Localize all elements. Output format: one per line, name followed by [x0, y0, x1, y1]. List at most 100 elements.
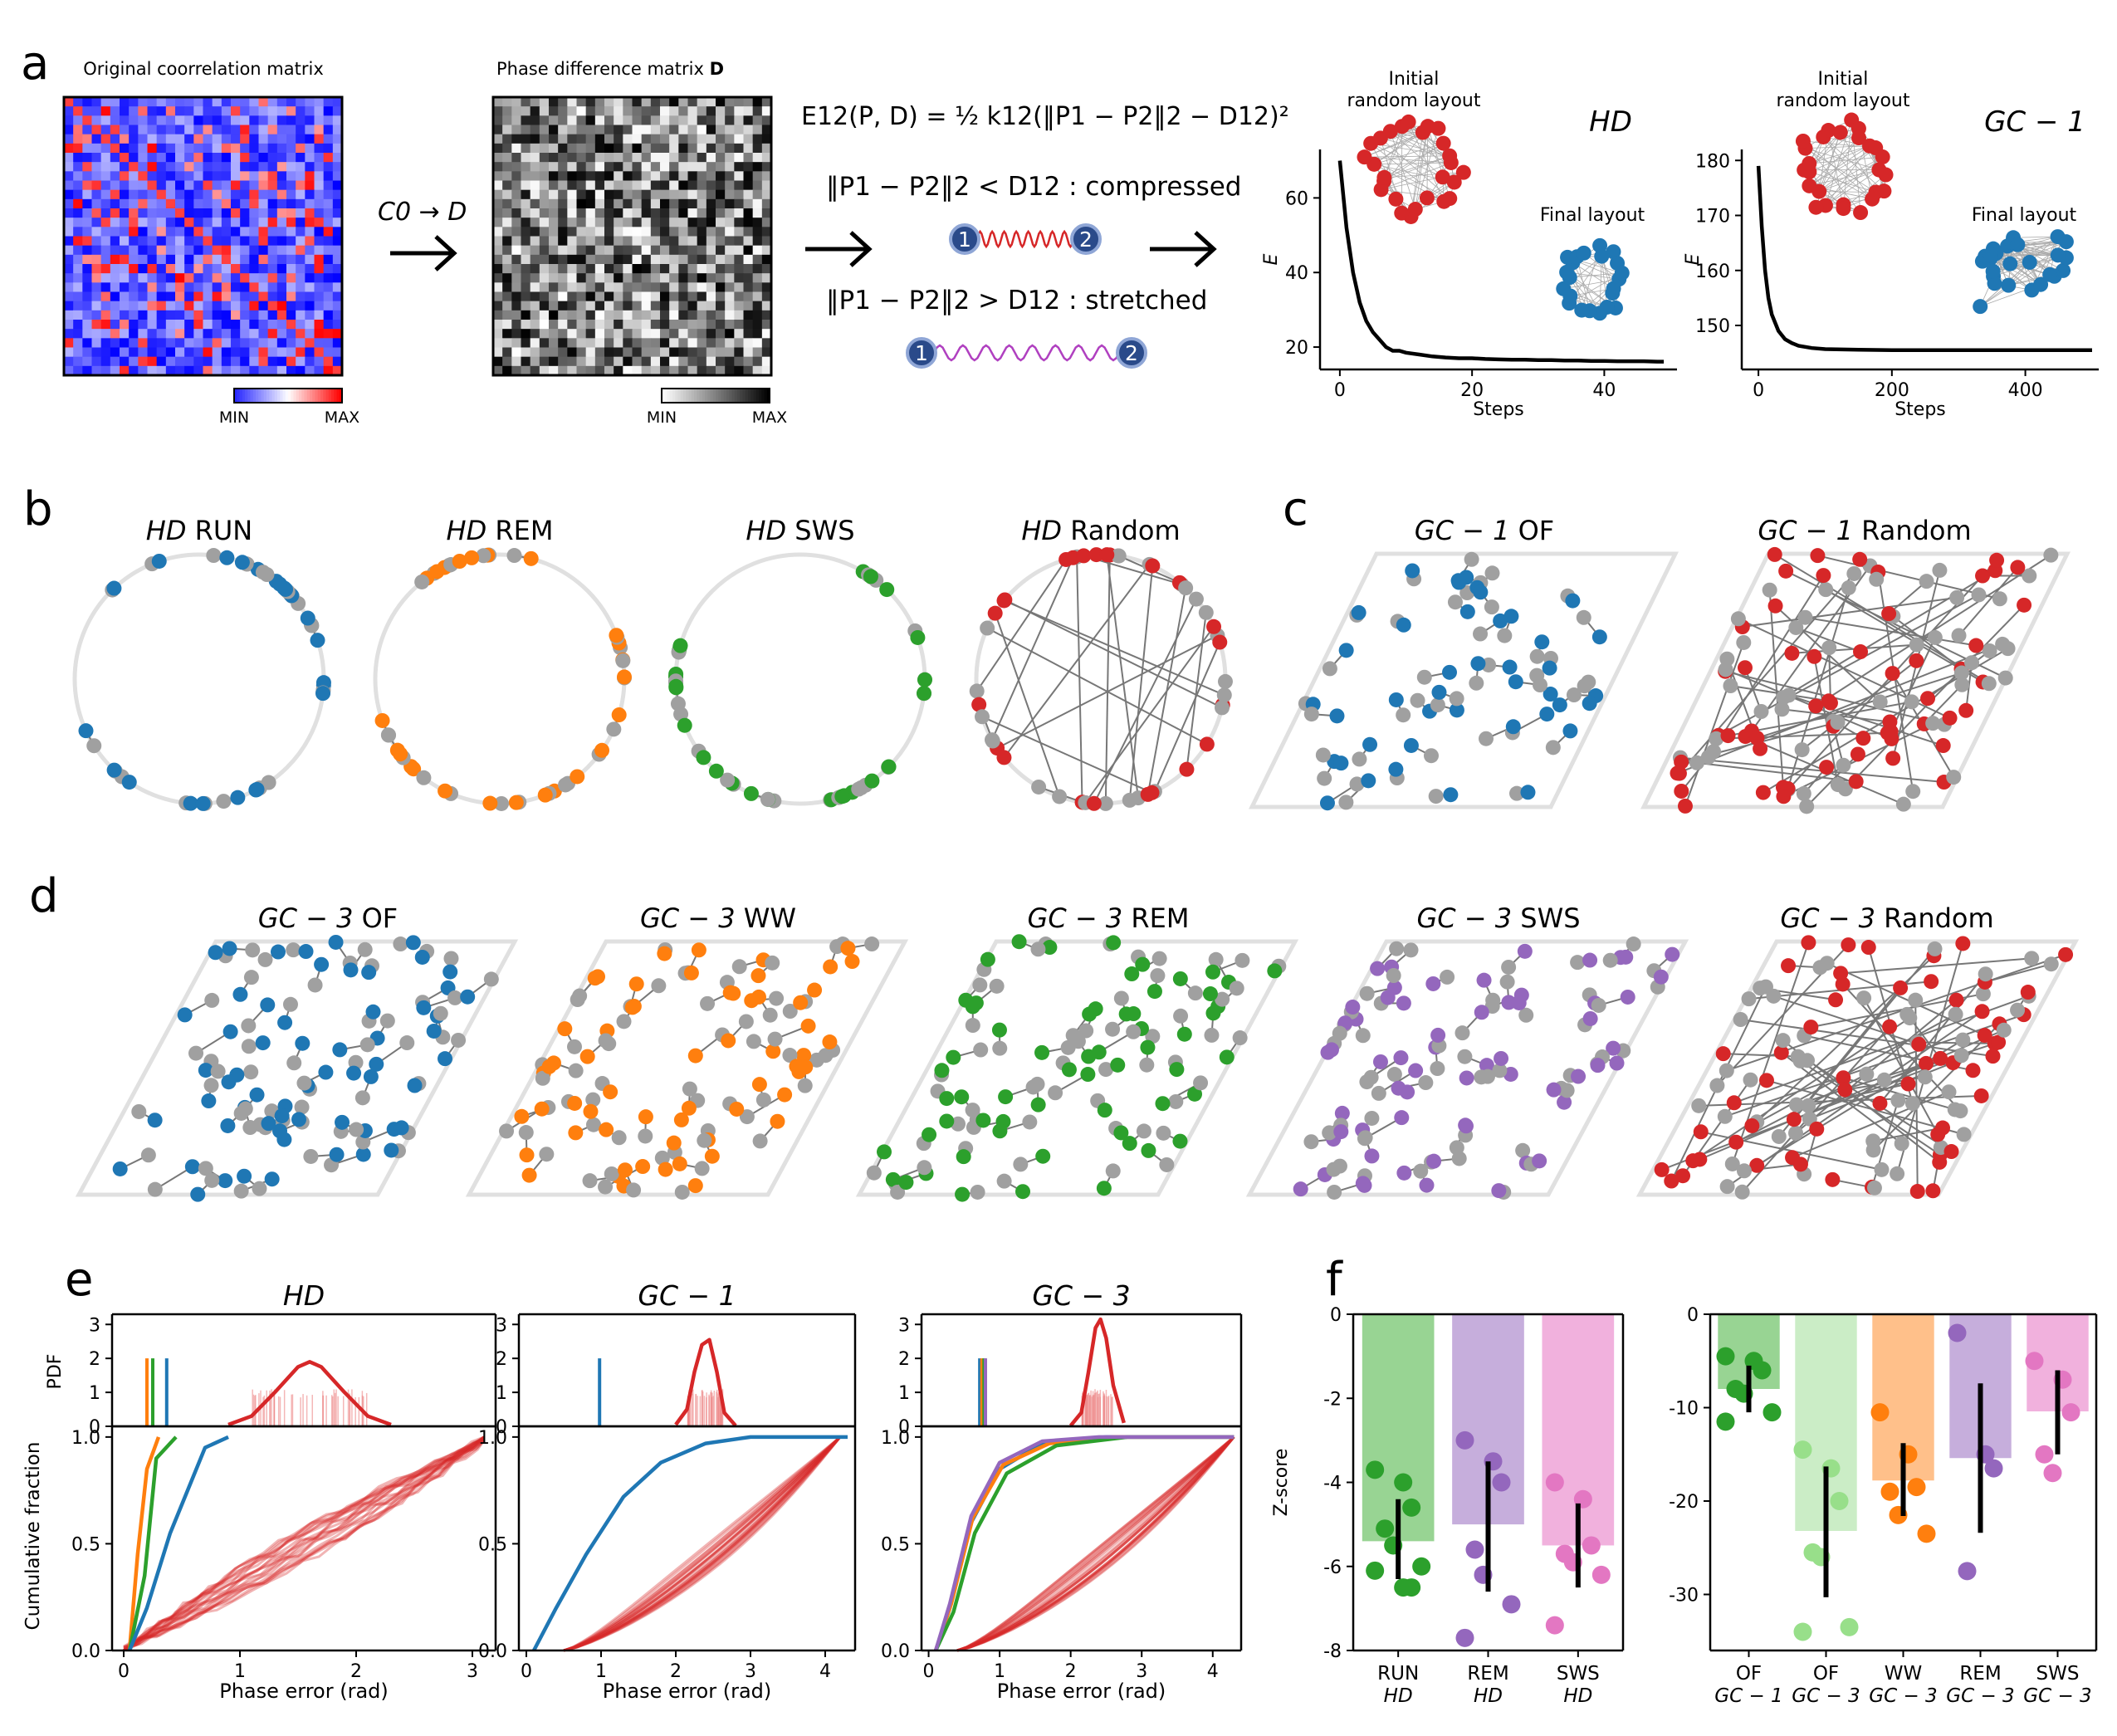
- corr-cell: [165, 97, 176, 107]
- embedded-node: [583, 1103, 599, 1119]
- corr-cell: [120, 236, 130, 247]
- corr-cell: [129, 365, 139, 376]
- corr-cell: [249, 198, 259, 209]
- phase-cell: [669, 347, 679, 358]
- zscore-point: [1366, 1460, 1385, 1479]
- phase-cell: [660, 347, 670, 358]
- phase-cell: [539, 153, 550, 163]
- phase-cell: [521, 208, 531, 218]
- corr-cell: [73, 365, 83, 376]
- corr-cell: [323, 264, 334, 274]
- phase-cell: [706, 365, 716, 376]
- corr-cell: [296, 208, 306, 218]
- layout-edge: [1084, 626, 1215, 804]
- corr-cell: [276, 254, 287, 265]
- true-position-node: [1332, 1025, 1347, 1041]
- layout-node: [1987, 276, 2002, 291]
- corr-cell: [147, 338, 158, 348]
- y-tick-label: 60: [1285, 188, 1308, 209]
- true-position-node: [1753, 704, 1769, 720]
- embedded-node: [1080, 1067, 1096, 1083]
- corr-matrix-frame: [62, 95, 344, 377]
- corr-cell: [276, 273, 287, 283]
- phase-cell: [706, 218, 716, 227]
- layout-edge: [1819, 169, 1880, 192]
- phase-cell: [632, 134, 643, 144]
- corr-cell: [267, 264, 278, 274]
- layout-edge: [1563, 278, 1620, 290]
- embedded-node: [1334, 1105, 1350, 1121]
- corr-cell: [286, 97, 296, 107]
- embedded-node: [992, 1123, 1008, 1139]
- phase-cell: [576, 347, 587, 358]
- phase-cell: [530, 236, 540, 247]
- true-position-node: [1515, 1142, 1531, 1158]
- corr-cell: [156, 189, 167, 200]
- true-position-node: [674, 1184, 690, 1200]
- corr-cell: [323, 106, 334, 116]
- true-position-node: [204, 1172, 220, 1188]
- embedded-node: [1449, 702, 1464, 718]
- embedded-node: [1479, 1058, 1494, 1073]
- corr-cell: [110, 264, 120, 274]
- cbar-swatch: [750, 389, 754, 403]
- embedded-node: [1088, 1001, 1103, 1017]
- layout-node: [1430, 120, 1446, 136]
- true-position-node: [206, 548, 222, 564]
- zscore-point: [1366, 1561, 1385, 1580]
- corr-cell: [240, 347, 250, 358]
- layout-node: [2002, 256, 2018, 271]
- corr-cell: [193, 273, 203, 283]
- correlation-matrix: [64, 97, 343, 376]
- phase-cell: [539, 134, 550, 144]
- phase-cell: [761, 273, 772, 283]
- corr-cell: [267, 236, 278, 247]
- phase-cell: [716, 245, 726, 256]
- phase-cell: [558, 301, 568, 311]
- corr-cell: [165, 329, 176, 339]
- corr-cell: [120, 153, 130, 163]
- embedded-node: [917, 686, 932, 702]
- phase-cell: [493, 227, 503, 237]
- phase-cell: [558, 338, 568, 348]
- corr-cell: [314, 143, 325, 154]
- corr-cell: [240, 236, 250, 247]
- layout-edge: [1128, 565, 1154, 801]
- embedded-node: [971, 697, 987, 712]
- energy-curve: [1756, 165, 2092, 353]
- phase-cell: [604, 329, 614, 339]
- corr-cell: [175, 282, 185, 292]
- corr-cell: [193, 264, 203, 274]
- corr-cell: [193, 254, 203, 265]
- phase-cell: [614, 347, 623, 358]
- cbar-swatch: [734, 389, 738, 403]
- layout-title-rest: SWS: [1512, 902, 1580, 934]
- phase-cell: [502, 198, 512, 209]
- phase-cell: [511, 162, 521, 172]
- corr-cell: [332, 153, 343, 163]
- embedded-node: [958, 992, 974, 1008]
- phase-colorbar: [661, 388, 770, 403]
- corr-cell: [231, 338, 241, 348]
- phase-cell: [660, 171, 670, 181]
- phase-cell: [604, 236, 614, 247]
- layout-edge: [1147, 587, 1187, 795]
- phase-cell: [734, 208, 744, 218]
- phase-cell: [706, 347, 716, 358]
- phase-cell: [567, 227, 577, 237]
- corr-cell: [276, 115, 287, 125]
- corr-cell: [175, 106, 185, 116]
- layout-edge: [1384, 155, 1450, 178]
- embedded-node: [658, 1161, 673, 1177]
- phase-cell: [678, 254, 688, 265]
- phase-cell: [594, 291, 605, 302]
- phase-cell: [549, 356, 559, 367]
- phase-cell: [511, 310, 521, 320]
- corr-cell: [184, 264, 194, 274]
- phase-cell: [530, 320, 540, 330]
- cbar-swatch: [710, 389, 714, 403]
- phase-cell: [493, 208, 503, 218]
- corr-cell: [267, 125, 278, 135]
- corr-cell: [82, 310, 92, 320]
